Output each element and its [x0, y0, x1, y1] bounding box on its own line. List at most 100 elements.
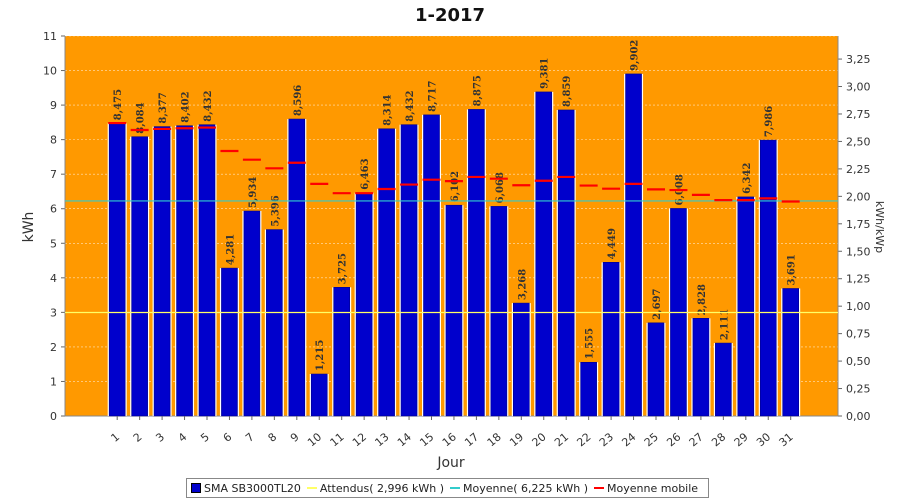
bar — [108, 122, 126, 417]
data-label: 2,111 — [719, 309, 730, 340]
y-right-tick-label: 3,00 — [846, 81, 871, 94]
right-axis-label: kWh/kWp — [873, 201, 886, 253]
legend-item-average: Moyenne( 6,225 kWh ) — [450, 482, 588, 495]
y-tick-label: 2 — [50, 341, 57, 354]
data-label: 8,314 — [383, 94, 394, 125]
x-tick-label: 21 — [552, 430, 571, 449]
bar — [715, 342, 732, 417]
legend-swatch-moving-average — [594, 487, 605, 489]
data-label: 1,555 — [585, 328, 596, 359]
bar — [198, 124, 216, 417]
chart-title: 1-2017 — [415, 5, 485, 26]
x-tick-label: 10 — [305, 430, 324, 449]
data-label: 8,875 — [472, 75, 483, 106]
bar — [692, 318, 710, 417]
y-tick-label: 11 — [43, 30, 57, 43]
data-label: 6,068 — [495, 172, 506, 203]
y-axis-label: kWh — [21, 212, 37, 243]
data-label: 3,725 — [338, 253, 349, 284]
y-right-tick-label: 1,00 — [846, 300, 871, 313]
legend-item-production: SMA SB3000TL20 — [191, 482, 301, 495]
y-right-tick-label: 2,25 — [846, 163, 871, 176]
x-tick-label: 11 — [328, 430, 347, 449]
x-tick-label: 25 — [642, 430, 661, 449]
data-label: 4,449 — [607, 228, 618, 259]
data-label: 8,859 — [562, 76, 573, 107]
bar — [737, 196, 755, 417]
bar — [243, 210, 261, 417]
data-label: 8,377 — [158, 92, 169, 123]
bar — [221, 267, 238, 417]
y-tick-label: 8 — [50, 134, 57, 147]
bar — [153, 126, 171, 417]
bar — [647, 322, 665, 417]
y-right-tick-label: 0,25 — [846, 383, 871, 396]
x-tick-label: 9 — [288, 430, 302, 444]
y-right-tick-label: 1,75 — [846, 218, 871, 231]
y-tick-label: 10 — [43, 65, 57, 78]
data-label: 8,596 — [293, 85, 304, 116]
data-label: 8,432 — [203, 90, 214, 121]
legend-item-expected: Attendus( 2,996 kWh ) — [306, 481, 445, 495]
data-label: 6,463 — [360, 158, 371, 189]
y-tick-label: 1 — [50, 375, 57, 388]
y-right-tick-label: 1,50 — [846, 245, 871, 258]
x-tick-label: 18 — [485, 430, 504, 449]
legend-swatch-expected — [306, 487, 317, 489]
bar — [625, 73, 642, 417]
legend-item-moving-average: Moyenne mobile — [594, 482, 698, 495]
x-tick-label: 26 — [664, 430, 683, 449]
bar — [378, 128, 395, 417]
x-tick-label: 28 — [709, 430, 728, 449]
bar — [490, 206, 508, 417]
x-tick-label: 1 — [108, 430, 122, 444]
legend-label-moving-average: Moyenne mobile — [607, 481, 699, 495]
x-tick-label: 24 — [619, 430, 638, 449]
bar — [310, 373, 328, 417]
x-tick-label: 7 — [243, 430, 257, 444]
x-tick-label: 8 — [266, 430, 280, 444]
x-tick-label: 23 — [597, 430, 616, 449]
y-right-tick-label: 2,50 — [846, 135, 871, 148]
bar — [355, 192, 373, 417]
legend-swatch-production — [191, 483, 201, 493]
data-label: 3,691 — [787, 254, 798, 285]
legend-label-production: SMA SB3000TL20 — [204, 481, 301, 495]
data-label: 5,934 — [248, 177, 259, 208]
y-tick-label: 4 — [50, 272, 57, 285]
bar — [535, 91, 553, 417]
x-tick-label: 20 — [530, 430, 549, 449]
data-label: 6,342 — [742, 163, 753, 194]
legend-label-average: Moyenne( 6,225 kWh ) — [463, 481, 589, 495]
x-tick-label: 6 — [221, 430, 235, 444]
y-tick-label: 3 — [50, 306, 57, 319]
bar — [468, 109, 485, 417]
x-tick-label: 29 — [732, 430, 751, 449]
data-label: 3,268 — [517, 269, 528, 300]
data-label: 7,986 — [764, 106, 775, 137]
bar — [759, 139, 777, 417]
y-right-tick-label: 0,75 — [846, 328, 871, 341]
bar — [266, 229, 283, 417]
x-tick-label: 14 — [395, 430, 414, 449]
data-label: 5,396 — [270, 195, 281, 226]
data-label: 8,717 — [428, 81, 439, 112]
x-axis-label: Jour — [436, 455, 465, 471]
bar — [400, 124, 418, 417]
legend-swatch-average — [450, 487, 461, 489]
data-label: 4,281 — [225, 234, 236, 265]
x-tick-label: 3 — [153, 430, 167, 444]
y-right-tick-label: 0,00 — [846, 410, 871, 423]
data-label: 1,215 — [315, 340, 326, 371]
x-tick-label: 30 — [754, 430, 773, 449]
data-label: 8,402 — [181, 91, 192, 122]
legend-label-expected: Attendus( 2,996 kWh ) — [319, 481, 445, 495]
x-tick-label: 19 — [507, 430, 526, 449]
bar — [580, 361, 597, 417]
y-tick-label: 6 — [50, 203, 57, 216]
y-right-tick-label: 1,25 — [846, 273, 871, 286]
data-label: 8,084 — [136, 102, 147, 133]
x-tick-label: 5 — [198, 430, 212, 444]
x-tick-label: 2 — [131, 430, 145, 444]
